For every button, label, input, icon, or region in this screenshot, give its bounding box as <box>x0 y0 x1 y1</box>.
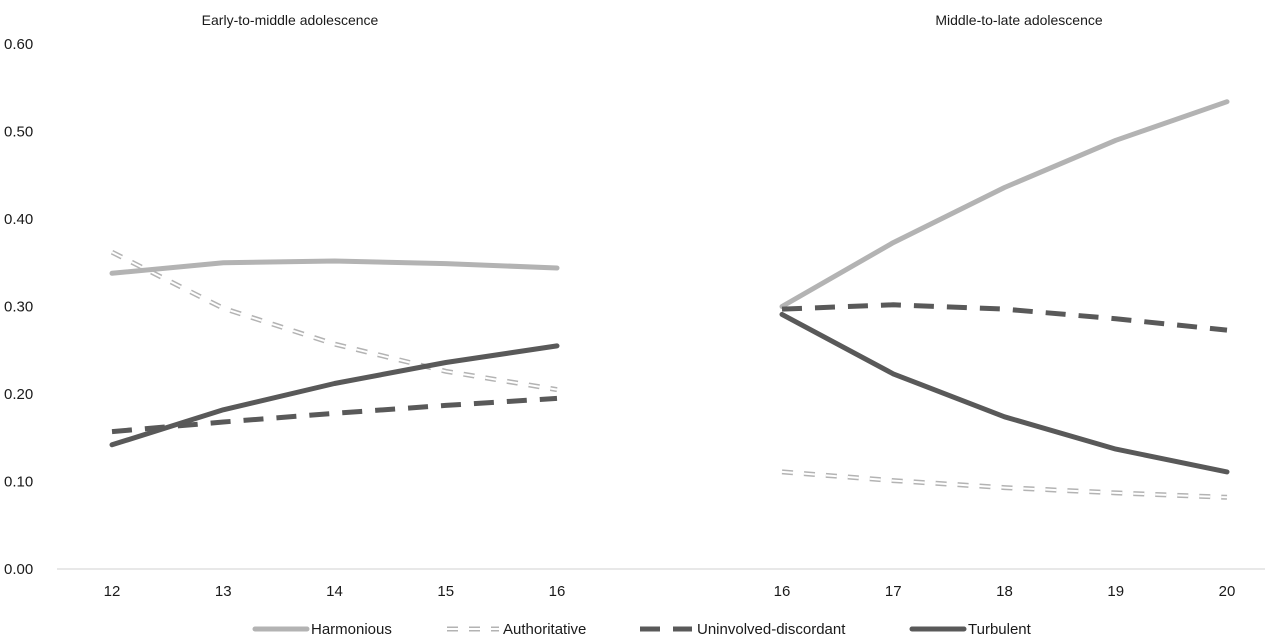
series-authoritative <box>110 249 1228 500</box>
series-harmonious <box>109 99 1230 309</box>
y-tick-label: 0.40 <box>4 211 33 228</box>
x-tick-label: 17 <box>885 583 902 600</box>
series-uninvolved-discordant <box>111 302 1228 435</box>
x-tick-label: 16 <box>774 583 791 600</box>
series-line-inner <box>781 470 1228 499</box>
legend-item: Authoritative <box>447 621 586 637</box>
series-turbulent <box>109 311 1230 475</box>
x-tick-label: 20 <box>1219 583 1236 600</box>
series-line <box>110 249 558 393</box>
series-line <box>109 343 560 448</box>
x-tick-label: 12 <box>104 583 121 600</box>
legend-item: Harmonious <box>252 621 392 637</box>
y-tick-label: 0.30 <box>4 299 33 316</box>
legend-label: Harmonious <box>311 621 392 637</box>
y-tick-label: 0.20 <box>4 386 33 403</box>
x-axis: 12 13 14 15 16 16 17 18 19 20 <box>57 568 1265 600</box>
legend-label: Uninvolved-discordant <box>697 621 846 637</box>
legend-item: Turbulent <box>909 621 1032 637</box>
series-line <box>779 311 1230 475</box>
y-tick-label: 0.10 <box>4 474 33 491</box>
panel-title: Middle-to-late adolescence <box>935 12 1103 28</box>
x-tick-label: 16 <box>549 583 566 600</box>
series-layer <box>109 99 1230 500</box>
legend-label: Authoritative <box>503 621 586 637</box>
series-line <box>781 469 1228 500</box>
legend-label: Turbulent <box>968 621 1032 637</box>
x-tick-label: 15 <box>437 583 454 600</box>
y-axis: 0.00 0.10 0.20 0.30 0.40 0.50 0.60 <box>4 36 33 578</box>
panel-titles: Early-to-middle adolescence Middle-to-lat… <box>202 12 1103 28</box>
x-tick-label: 19 <box>1107 583 1124 600</box>
legend-item: Uninvolved-discordant <box>640 621 846 637</box>
series-line <box>111 395 558 435</box>
y-tick-label: 0.50 <box>4 124 33 141</box>
panel-title: Early-to-middle adolescence <box>202 12 379 28</box>
legend: Harmonious Authoritative Uninvolved-discor… <box>252 621 1032 637</box>
y-tick-label: 0.00 <box>4 561 33 578</box>
x-tick-label: 18 <box>996 583 1013 600</box>
series-line <box>779 99 1230 309</box>
x-tick-label: 14 <box>326 583 343 600</box>
series-line <box>781 302 1228 333</box>
series-line <box>109 258 560 276</box>
x-tick-label: 13 <box>215 583 232 600</box>
series-line-inner <box>111 251 558 391</box>
y-tick-label: 0.60 <box>4 36 33 53</box>
